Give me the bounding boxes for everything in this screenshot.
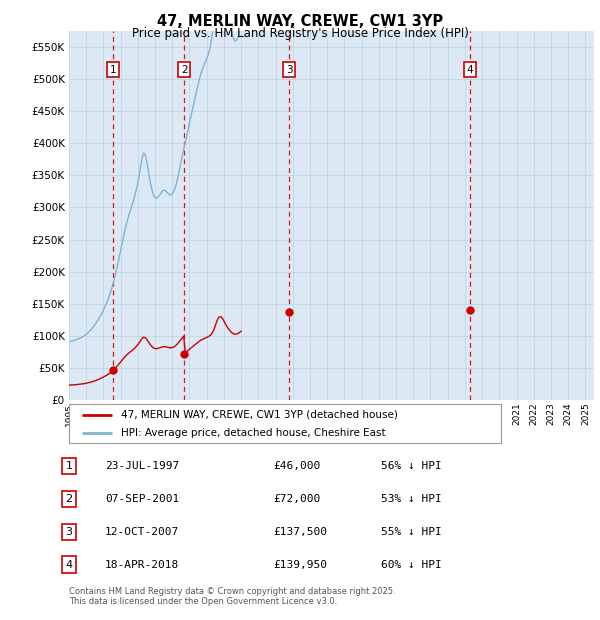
Text: 1: 1 <box>65 461 73 471</box>
Text: Price paid vs. HM Land Registry's House Price Index (HPI): Price paid vs. HM Land Registry's House … <box>131 27 469 40</box>
Text: Contains HM Land Registry data © Crown copyright and database right 2025.
This d: Contains HM Land Registry data © Crown c… <box>69 587 395 606</box>
Text: 60% ↓ HPI: 60% ↓ HPI <box>381 559 442 570</box>
Text: 47, MERLIN WAY, CREWE, CW1 3YP: 47, MERLIN WAY, CREWE, CW1 3YP <box>157 14 443 29</box>
Text: 07-SEP-2001: 07-SEP-2001 <box>105 494 179 504</box>
Text: 47, MERLIN WAY, CREWE, CW1 3YP (detached house): 47, MERLIN WAY, CREWE, CW1 3YP (detached… <box>121 410 398 420</box>
Text: 2: 2 <box>65 494 73 504</box>
Text: 3: 3 <box>65 526 73 537</box>
Text: 53% ↓ HPI: 53% ↓ HPI <box>381 494 442 504</box>
Text: HPI: Average price, detached house, Cheshire East: HPI: Average price, detached house, Ches… <box>121 428 385 438</box>
Text: 4: 4 <box>467 64 473 75</box>
Text: £72,000: £72,000 <box>273 494 320 504</box>
Text: £139,950: £139,950 <box>273 559 327 570</box>
Text: 3: 3 <box>286 64 292 75</box>
Text: £46,000: £46,000 <box>273 461 320 471</box>
Text: 2: 2 <box>181 64 187 75</box>
Text: 4: 4 <box>65 559 73 570</box>
Text: 12-OCT-2007: 12-OCT-2007 <box>105 526 179 537</box>
Text: 1: 1 <box>110 64 116 75</box>
Text: 23-JUL-1997: 23-JUL-1997 <box>105 461 179 471</box>
Text: 55% ↓ HPI: 55% ↓ HPI <box>381 526 442 537</box>
Text: 18-APR-2018: 18-APR-2018 <box>105 559 179 570</box>
Text: £137,500: £137,500 <box>273 526 327 537</box>
Text: 56% ↓ HPI: 56% ↓ HPI <box>381 461 442 471</box>
